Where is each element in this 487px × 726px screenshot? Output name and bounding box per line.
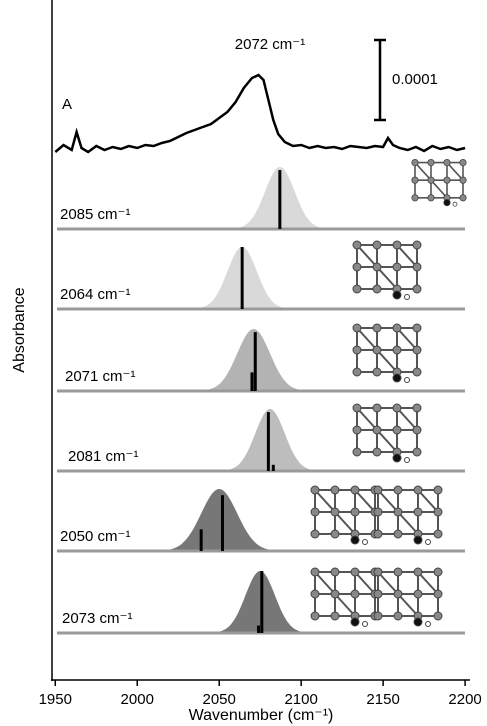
scale-bar-label: 0.0001 <box>392 71 438 88</box>
panel-label: 2085 cm⁻¹ <box>60 206 130 223</box>
structure-icon <box>310 485 380 546</box>
structure-icon <box>373 567 443 628</box>
spectrum-label: A <box>62 96 72 113</box>
y-axis-label: Absorbance <box>11 287 28 372</box>
structure-icon <box>352 403 422 464</box>
x-axis-label: Wavenumber (cm⁻¹) <box>189 707 334 724</box>
panel-label: 2050 cm⁻¹ <box>60 528 130 545</box>
peak-annotation: 2072 cm⁻¹ <box>235 36 305 53</box>
scale-bar <box>374 38 386 122</box>
structure-icon <box>352 240 422 301</box>
gaussian-band <box>211 409 329 471</box>
x-tick-label: 2200 <box>448 691 481 708</box>
x-tick-label: 2100 <box>284 691 317 708</box>
spectrum-line <box>54 73 466 154</box>
panel-label: 2071 cm⁻¹ <box>65 368 135 385</box>
structure-icon <box>352 323 422 384</box>
panel-label: 2064 cm⁻¹ <box>60 286 130 303</box>
gaussian-band <box>147 489 292 551</box>
structure-icon <box>411 158 468 207</box>
gaussian-band <box>201 571 320 633</box>
x-tick-label: 2050 <box>203 691 236 708</box>
gaussian-band <box>188 329 320 391</box>
panel-label: 2081 cm⁻¹ <box>68 448 138 465</box>
x-tick-label: 2000 <box>121 691 154 708</box>
structure-icon <box>310 567 380 628</box>
x-tick-label: 1950 <box>39 691 72 708</box>
panel-label: 2073 cm⁻¹ <box>62 610 132 627</box>
x-tick-label: 2150 <box>366 691 399 708</box>
structure-icon <box>373 485 443 546</box>
